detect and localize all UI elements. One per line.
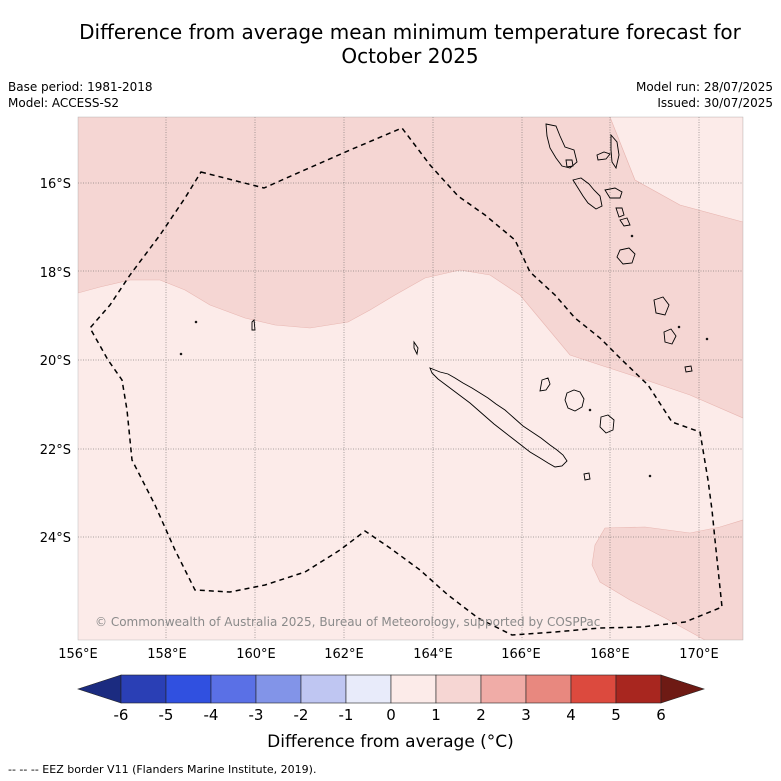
anomaly-region-north: [78, 117, 743, 419]
colorbar-tick: 2: [476, 706, 486, 724]
title-line-1: Difference from average mean minimum tem…: [79, 20, 741, 44]
isle-of-pines: [583, 472, 591, 481]
malo-island: [565, 159, 574, 168]
eez-border: [89, 127, 723, 636]
islet-1: [194, 320, 198, 324]
colorbar-tick: 5: [611, 706, 621, 724]
colorbar-bin: [345, 674, 392, 704]
colorbar-ticks: -6 -5 -4 -3 -2 -1 0 1 2 3 4 5 6: [114, 706, 666, 724]
lat-label: 20°S: [40, 354, 71, 369]
tanna-island: [663, 328, 677, 345]
anomaly-region-southeast: [591, 519, 743, 640]
map-title: Difference from average mean minimum tem…: [40, 20, 780, 68]
colorbar-bin: [480, 674, 527, 704]
colorbar-bin: [615, 674, 662, 704]
lat-label: 16°S: [40, 177, 71, 192]
espiritu-santo-island: [545, 123, 578, 169]
lon-label: 162°E: [324, 647, 364, 662]
erromango-island: [653, 296, 670, 316]
colorbar-bin: [390, 674, 437, 704]
colorbar-tick: 0: [386, 706, 396, 724]
meta-left: Base period: 1981-2018 Model: ACCESS-S2: [8, 79, 153, 111]
lifou-island: [564, 389, 585, 412]
lat-label: 24°S: [40, 531, 71, 546]
ouvea-island: [539, 377, 551, 392]
lon-label: 164°E: [413, 647, 453, 662]
islet-2: [179, 352, 183, 356]
lat-label: 18°S: [40, 266, 71, 281]
pentecost-island: [610, 133, 620, 170]
model-name: Model: ACCESS-S2: [8, 96, 120, 110]
colorbar-bin: [255, 674, 302, 704]
colorbar-tick: -6: [114, 706, 129, 724]
colorbar-tick: 4: [566, 706, 576, 724]
colorbar-tick: -5: [159, 706, 174, 724]
lon-label: 160°E: [236, 647, 276, 662]
model-run: Model run: 28/07/2025: [635, 80, 773, 94]
colorbar-label: Difference from average (°C): [267, 732, 514, 752]
islet-5: [677, 325, 681, 329]
efate-island: [616, 247, 636, 265]
issued-date: Issued: 30/07/2025: [657, 96, 773, 110]
anomaly-region-northeast: [609, 117, 743, 223]
colorbar-bin: [435, 674, 482, 704]
colorbar-tick: 6: [656, 706, 666, 724]
colorbar-tick: -4: [204, 706, 219, 724]
colorbar-bin: [300, 674, 347, 704]
lon-label: 156°E: [58, 647, 98, 662]
ambrym-island: [604, 187, 623, 199]
mare-island: [599, 414, 615, 434]
islet-3: [648, 474, 652, 478]
base-period: Base period: 1981-2018: [8, 80, 153, 94]
graticule: [78, 117, 743, 640]
map-frame: [77, 116, 744, 641]
lon-label: 168°E: [590, 647, 630, 662]
eez-footnote: -- -- -- EEZ border V11 (Flanders Marine…: [8, 763, 317, 776]
lat-label: 22°S: [40, 443, 71, 458]
epi-island: [615, 207, 625, 218]
malakula-island: [572, 177, 603, 210]
colorbar-tick: -2: [294, 706, 309, 724]
lon-labels: 156°E 158°E 160°E 162°E 164°E 166°E 168°…: [58, 647, 719, 662]
colorbar: [77, 674, 705, 704]
lat-labels: 16°S 18°S 20°S 22°S 24°S: [40, 177, 71, 546]
title-line-2: October 2025: [341, 44, 479, 68]
lon-label: 166°E: [501, 647, 541, 662]
meta-right: Model run: 28/07/2025 Issued: 30/07/2025: [636, 79, 773, 111]
coastlines: [179, 123, 709, 481]
chesterfield-islet: [251, 319, 256, 331]
colorbar-bin: [210, 674, 257, 704]
lon-label: 158°E: [147, 647, 187, 662]
colorbar-extend-low: [77, 674, 122, 704]
belep-islet: [413, 340, 419, 356]
islet-6: [630, 234, 634, 238]
colorbar-bin: [120, 674, 167, 704]
aneityum-island: [684, 365, 693, 373]
colorbar-bin: [165, 674, 212, 704]
colorbar-bin: [570, 674, 617, 704]
colorbar-tick: -1: [339, 706, 354, 724]
islet-7: [588, 408, 592, 412]
lon-label: 170°E: [679, 647, 719, 662]
copyright-text: © Commonwealth of Australia 2025, Bureau…: [95, 615, 600, 629]
colorbar-tick: 3: [521, 706, 531, 724]
colorbar-bin: [525, 674, 572, 704]
colorbar-extend-high: [660, 674, 705, 704]
colorbar-tick: -3: [249, 706, 264, 724]
colorbar-tick: 1: [431, 706, 441, 724]
shepherd-islands: [619, 217, 631, 227]
ambae-island: [596, 151, 611, 161]
anomaly-shading: [78, 117, 743, 640]
new-caledonia-island: [429, 367, 568, 468]
islet-4: [705, 337, 709, 341]
